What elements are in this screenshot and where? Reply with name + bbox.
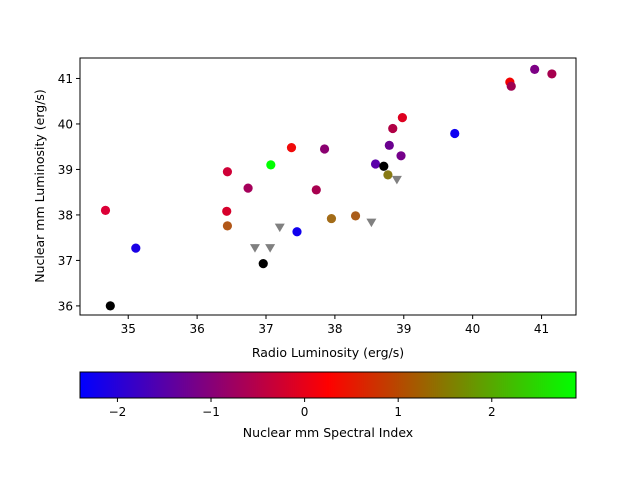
scatter-point (100, 205, 111, 215)
x-axis-label: Radio Luminosity (erg/s) (252, 345, 404, 360)
scatter-point (326, 213, 337, 224)
scatter-point (396, 151, 406, 161)
plot-frame (79, 57, 577, 316)
y-tick-label: 37 (58, 254, 73, 268)
colorbar-tick-label: 0 (301, 405, 309, 419)
scatter-point (379, 161, 389, 171)
x-tick-label: 40 (465, 322, 480, 336)
x-tick-label: 37 (258, 322, 273, 336)
scatter-point (222, 167, 233, 177)
scatter-point (388, 123, 398, 134)
scatter-point (292, 227, 302, 237)
scatter-point (450, 128, 460, 139)
scatter-point (105, 301, 115, 311)
scatter-point (530, 64, 540, 74)
colorbar-tick-label: −1 (202, 405, 220, 419)
scatter-point (350, 211, 361, 221)
x-tick-label: 41 (534, 322, 549, 336)
scatter-point (243, 183, 253, 193)
upper-limit-marker (366, 218, 377, 228)
scatter-point (311, 185, 321, 195)
scatter-point (222, 221, 233, 231)
plot-area (79, 57, 577, 316)
scatter-point (222, 206, 232, 216)
scatter-point (258, 259, 268, 269)
y-axis-label: Nuclear mm Luminosity (erg/s) (32, 89, 47, 283)
scatter-point (383, 170, 393, 180)
x-axis: 35 36 37 38 39 40 41 (121, 315, 549, 336)
scatter-point (506, 81, 516, 91)
scatter-point (384, 140, 394, 150)
x-tick-label: 36 (189, 322, 204, 336)
scatter-point (286, 143, 297, 153)
scatter-point (266, 160, 276, 170)
y-axis: 36 37 38 39 40 41 (58, 72, 80, 313)
y-tick-label: 41 (58, 72, 73, 86)
x-tick-label: 38 (327, 322, 342, 336)
colorbar-ticks: −2 −1 0 1 2 (109, 398, 496, 419)
scatter-point (319, 144, 330, 154)
upper-limit-marker (249, 244, 260, 253)
y-tick-label: 39 (58, 163, 73, 177)
scatter-point (131, 243, 141, 253)
colorbar-tick-label: −2 (109, 405, 127, 419)
upper-limit-marker (274, 223, 285, 233)
x-tick-label: 39 (396, 322, 411, 336)
colorbar-tick-label: 1 (394, 405, 402, 419)
x-tick-label: 35 (121, 322, 136, 336)
y-tick-label: 40 (58, 117, 73, 131)
colorbar-label: Nuclear mm Spectral Index (243, 425, 413, 440)
colorbar-tick-label: 2 (488, 405, 496, 419)
y-tick-label: 36 (58, 299, 73, 313)
colorbar-gradient (79, 371, 577, 399)
colorbar: −2 −1 0 1 2 (79, 371, 577, 419)
upper-limit-marker (265, 244, 276, 253)
upper-limit-marker (391, 175, 402, 185)
data-markers (100, 64, 557, 311)
scatter-point (547, 69, 557, 79)
y-tick-label: 38 (58, 208, 73, 222)
scatter-point (397, 112, 407, 123)
scatter-point (370, 159, 381, 169)
